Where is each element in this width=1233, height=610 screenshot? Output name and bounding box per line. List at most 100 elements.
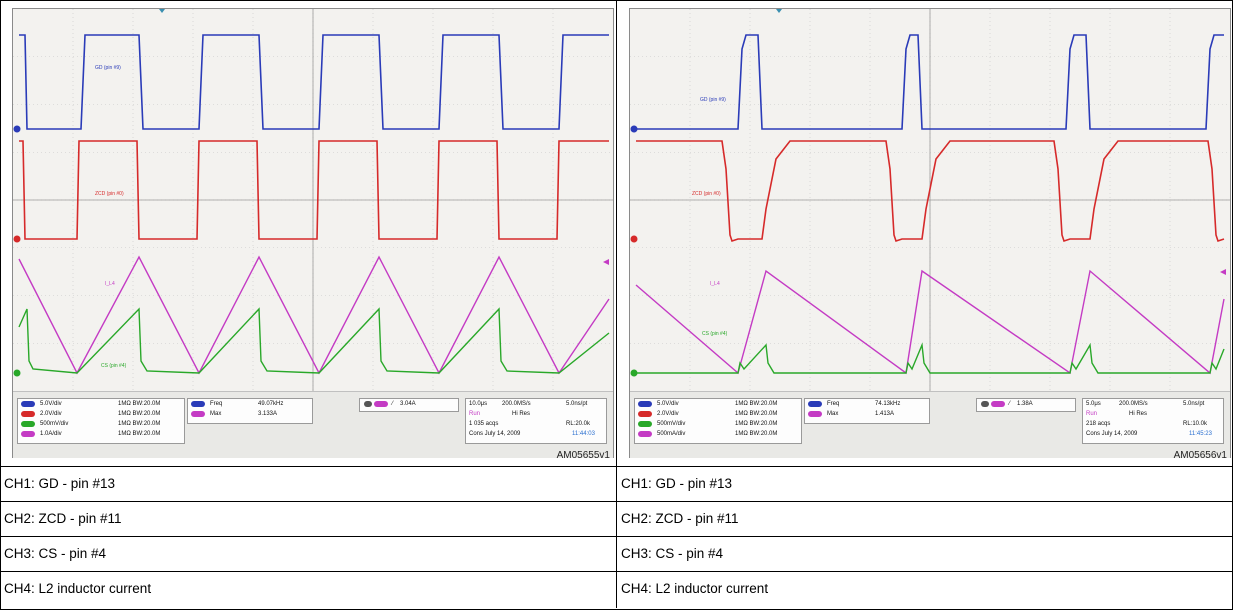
ch3-chip: [21, 421, 35, 427]
ch3-coupling: 1MΩ BW:20.0M: [735, 421, 778, 427]
ch2-coupling: 1MΩ BW:20.0M: [735, 411, 778, 417]
channel-row: 500mA/div 1MΩ BW:20.0M: [635, 429, 801, 439]
channel-row: 500mV/div 1MΩ BW:20.0M: [18, 419, 184, 429]
ch1-ground-marker: [630, 125, 638, 133]
ch1-chip: [21, 401, 35, 407]
ch2-chip: [21, 411, 35, 417]
acq-row: 10.0μs 200.0MS/s 5.0ns/pt: [466, 399, 606, 409]
meas-name: Max: [827, 411, 839, 417]
caption-ch1: CH1: GD - pin #13: [4, 476, 116, 491]
label-gd: GD (pin #9): [95, 65, 121, 71]
run-status: Run: [1086, 411, 1098, 417]
channel-row: 1.0A/div 1MΩ BW:20.0M: [18, 429, 184, 439]
waveform-display: GD (pin #9) ZCD (pin #0) I_L4 CS (pin #4…: [13, 9, 613, 391]
channel-settings-box: 5.0V/div 1MΩ BW:20.0M 2.0V/div 1MΩ BW:20.0…: [634, 398, 802, 444]
ch2-chip: [638, 411, 652, 417]
acq-row: 218 acqs RL:10.0k: [1083, 419, 1223, 429]
ch3-ground-marker: [630, 369, 638, 377]
trigger-source-chip: [374, 401, 388, 407]
trace-ch4-inductor-current: [18, 255, 610, 375]
acq-row: Run Hi Res: [1083, 409, 1223, 419]
ch1-chip: [638, 401, 652, 407]
label-gd: GD (pin #9): [700, 97, 726, 103]
ch4-scale: 1.0A/div: [40, 431, 62, 437]
sample-rate: 200.0MS/s: [502, 401, 531, 407]
oscilloscope-screen-left: GD (pin #9) ZCD (pin #0) I_L4 CS (pin #4…: [12, 8, 614, 458]
trigger-level: 3.04A: [400, 401, 416, 407]
oscilloscope-screen-right: GD (pin #9) ZCD (pin #0) I_L4 CS (pin #4…: [629, 8, 1231, 458]
meas-value: 49.07kHz: [258, 401, 284, 407]
acq-count: 218 acqs: [1086, 421, 1111, 427]
label-cs: CS (pin #4): [702, 331, 728, 337]
trigger-source-chip: [991, 401, 1005, 407]
trigger-level: 1.38A: [1017, 401, 1033, 407]
time-per-point: 5.0ns/pt: [566, 401, 588, 407]
acquisition-box: 5.0μs 200.0MS/s 5.0ns/pt Run Hi Res 218 acq…: [1082, 398, 1224, 444]
ch2-ground-marker: [13, 235, 21, 243]
caption-ch3: CH3: CS - pin #4: [621, 546, 724, 561]
channel-row: 5.0V/div 1MΩ BW:20.0M: [635, 399, 801, 409]
measurements-box: Freq 74.13kHz Max 1.413A: [804, 398, 930, 424]
trigger-row: ⁄ 3.04A: [360, 399, 458, 409]
trace-ch2-zcd: [19, 140, 609, 240]
meas-chip: [808, 411, 822, 417]
waveform-display: GD (pin #9) ZCD (pin #0) I_L4 CS (pin #4…: [630, 9, 1230, 391]
meas-name: Freq: [827, 401, 840, 407]
run-status: Run: [469, 411, 481, 417]
caption-rule: [617, 536, 1233, 537]
trace-ch1-gd: [636, 34, 1224, 130]
meas-chip: [191, 411, 205, 417]
meas-chip: [191, 401, 205, 407]
timebase: 10.0μs: [469, 401, 488, 407]
figure-id: AM05655v1: [556, 450, 610, 461]
caption-ch4: CH4: L2 inductor current: [621, 581, 769, 596]
acq-mode: Hi Res: [1129, 411, 1148, 417]
acq-row: 1 035 acqs RL:20.0k: [466, 419, 606, 429]
time-per-point: 5.0ns/pt: [1183, 401, 1205, 407]
scope-info-bar: 5.0V/div 1MΩ BW:20.0M 2.0V/div 1MΩ BW:20.0…: [630, 391, 1230, 458]
measurement-row: Max 3.133A: [188, 409, 312, 419]
label-cs: CS (pin #4): [101, 363, 127, 369]
trigger-icon: [364, 401, 372, 407]
caption-rule: [617, 571, 1233, 572]
measurement-row: Max 1.413A: [805, 409, 929, 419]
acq-row: Cons July 14, 2009 11:44:03: [466, 429, 606, 439]
acq-mode: Hi Res: [512, 411, 531, 417]
caption-rule: [617, 466, 1233, 467]
trigger-box: ⁄ 1.38A: [976, 398, 1076, 412]
caption-rule: [617, 501, 1233, 502]
label-il: I_L4: [105, 281, 115, 287]
ch2-scale: 2.0V/div: [40, 411, 62, 417]
caption-rule: [0, 536, 616, 537]
trigger-slope-icon: ⁄: [392, 401, 394, 407]
channel-row: 5.0V/div 1MΩ BW:20.0M: [18, 399, 184, 409]
ch1-coupling: 1MΩ BW:20.0M: [735, 401, 778, 407]
trace-ch3-cs: [18, 307, 610, 374]
ch3-ground-marker: [13, 369, 21, 377]
ch4-coupling: 1MΩ BW:20.0M: [118, 431, 161, 437]
panel-right: GD (pin #9) ZCD (pin #0) I_L4 CS (pin #4…: [617, 0, 1233, 608]
scope-info-bar: 5.0V/div 1MΩ BW:20.0M 2.0V/div 1MΩ BW:20.0…: [13, 391, 613, 458]
acq-date: Cons July 14, 2009: [469, 431, 521, 437]
trigger-level-marker: [603, 259, 609, 265]
acq-row: Cons July 14, 2009 11:45:23: [1083, 429, 1223, 439]
caption-rule: [0, 571, 616, 572]
ch3-chip: [638, 421, 652, 427]
meas-value: 1.413A: [875, 411, 895, 417]
trace-ch2-zcd: [636, 140, 1225, 243]
measurements-box: Freq 49.07kHz Max 3.133A: [187, 398, 313, 424]
caption-ch3: CH3: CS - pin #4: [4, 546, 107, 561]
trigger-position-marker: [776, 9, 782, 13]
trace-ch4-inductor-current: [635, 269, 1225, 375]
label-zcd: ZCD (pin #0): [692, 191, 721, 197]
channel-row: 500mV/div 1MΩ BW:20.0M: [635, 419, 801, 429]
ch4-chip: [21, 431, 35, 437]
acq-time: 11:45:23: [1189, 431, 1212, 437]
trace-ch3-cs: [636, 342, 1225, 374]
trigger-icon: [981, 401, 989, 407]
acq-count: 1 035 acqs: [469, 421, 499, 427]
sample-rate: 200.0MS/s: [1119, 401, 1148, 407]
ch2-ground-marker: [630, 235, 638, 243]
channel-row: 2.0V/div 1MΩ BW:20.0M: [18, 409, 184, 419]
panel-divider: [616, 0, 617, 608]
